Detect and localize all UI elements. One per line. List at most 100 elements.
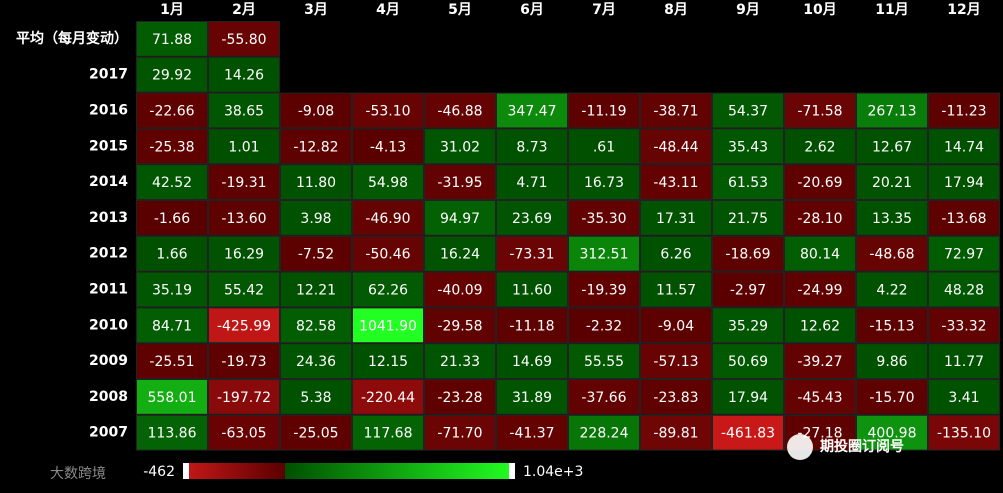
row-label: 2012 (89, 246, 128, 262)
row-label: 2007 (89, 425, 128, 441)
heat-cell (136, 414, 208, 451)
heat-cell (568, 235, 640, 272)
cell-label: 54.98 (368, 175, 408, 191)
cell-label: -35.30 (581, 211, 626, 227)
column-label: 3月 (304, 2, 328, 18)
cell-label: -89.81 (653, 426, 698, 442)
cell-label: -4.13 (370, 139, 406, 155)
heat-cell (640, 307, 712, 344)
cell-label: 14.74 (944, 139, 984, 155)
cell-label: -41.37 (509, 426, 554, 442)
cell-label: -29.58 (437, 318, 482, 334)
cell-label: -135.10 (937, 426, 991, 442)
heat-cell (424, 343, 496, 380)
column-label: 7月 (592, 2, 616, 18)
heat-cell (928, 235, 1000, 272)
cell-label: 55.55 (584, 354, 624, 370)
cell-label: 55.42 (224, 283, 264, 299)
cell-label: 23.69 (512, 211, 552, 227)
cell-label: -33.32 (941, 318, 986, 334)
cell-label: 12.62 (800, 318, 840, 334)
heat-cell (136, 164, 208, 200)
heat-cell (856, 128, 928, 165)
heat-cell (640, 343, 712, 380)
cell-label: 12.15 (368, 354, 408, 370)
heat-cell (208, 271, 280, 308)
cell-label: -19.31 (221, 175, 266, 191)
heat-cell (280, 307, 352, 344)
heat-cell (568, 414, 640, 451)
cell-label: -40.09 (437, 283, 482, 299)
heat-cell (208, 235, 280, 272)
cell-label: 14.26 (224, 68, 264, 84)
cell-label: -53.10 (365, 104, 410, 120)
cell-label: -13.68 (941, 211, 986, 227)
row-label: 2016 (89, 103, 128, 119)
heat-cell (496, 235, 568, 272)
cell-label: 35.19 (152, 283, 192, 299)
cell-label: -9.04 (658, 318, 694, 334)
cell-label: 117.68 (364, 426, 413, 442)
heat-cell (784, 235, 856, 272)
cell-label: -11.19 (581, 104, 626, 120)
cell-label: 54.37 (728, 104, 768, 120)
heat-cell (136, 128, 208, 165)
heat-cell (424, 379, 496, 415)
heat-cell (136, 379, 208, 415)
cell-label: -13.60 (221, 211, 266, 227)
heat-cell (280, 200, 352, 236)
cell-label: -31.95 (437, 175, 482, 191)
cell-label: 16.29 (224, 247, 264, 263)
heat-cell (568, 200, 640, 236)
cell-label: -23.28 (437, 390, 482, 406)
cell-label: 29.92 (152, 68, 192, 84)
heat-cell (712, 235, 784, 272)
cell-label: 62.26 (368, 283, 408, 299)
heat-cell (280, 271, 352, 308)
heat-cell (928, 200, 1000, 236)
heat-cell (352, 235, 424, 272)
heat-cell (856, 235, 928, 272)
cell-label: -37.66 (581, 390, 626, 406)
watermark: 大数跨境 (50, 466, 106, 482)
heat-cell (208, 21, 280, 57)
cell-label: 4.22 (876, 283, 907, 299)
cell-label: -28.10 (797, 211, 842, 227)
cell-label: -15.13 (869, 318, 914, 334)
heat-cell (712, 128, 784, 165)
heat-cell (568, 343, 640, 380)
heat-cell (496, 200, 568, 236)
heat-cell (712, 92, 784, 129)
heat-cell (352, 128, 424, 165)
cell-label: 11.57 (656, 283, 696, 299)
cell-label: -25.51 (149, 354, 194, 370)
heat-cell (280, 343, 352, 380)
heat-cell (568, 164, 640, 200)
cell-label: -461.83 (721, 426, 775, 442)
heat-cell (568, 128, 640, 165)
cell-label: 113.86 (148, 426, 197, 442)
heat-cell (856, 200, 928, 236)
heat-cell (496, 92, 568, 129)
heat-cell (856, 271, 928, 308)
heat-cell (640, 379, 712, 415)
cell-label: 1041.90 (359, 318, 417, 334)
column-label: 9月 (736, 2, 760, 18)
heat-cell (712, 414, 784, 451)
cell-label: -73.31 (509, 247, 554, 263)
cell-label: -19.73 (221, 354, 266, 370)
cell-label: 24.36 (296, 354, 336, 370)
row-label: 平均（每月变动） (16, 30, 128, 47)
heat-cell (136, 307, 208, 344)
cell-label: -57.13 (653, 354, 698, 370)
heat-cell (928, 128, 1000, 165)
cell-label: 50.69 (728, 354, 768, 370)
colorbar-tick (183, 463, 189, 479)
column-label: 8月 (664, 2, 688, 18)
cell-label: 4.71 (516, 175, 547, 191)
cell-label: 11.80 (296, 175, 336, 191)
row-label: 2015 (89, 138, 128, 154)
heat-cell (208, 200, 280, 236)
cell-label: 1.01 (228, 139, 259, 155)
colorbar-label: 1.04e+3 (523, 464, 583, 480)
